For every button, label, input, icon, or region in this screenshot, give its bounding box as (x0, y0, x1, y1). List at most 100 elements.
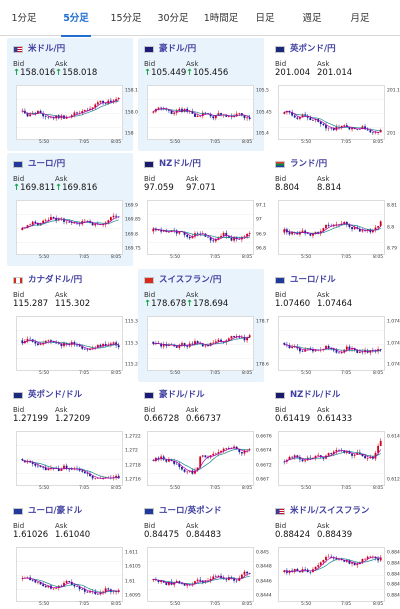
candle-body (358, 129, 361, 130)
pair-title-link[interactable]: スイスフラン/円 (159, 275, 222, 285)
mini-candlestick-chart[interactable] (16, 316, 124, 371)
bid-label: Bid (144, 406, 156, 414)
chart-svg (148, 330, 255, 359)
ask-label: Ask (317, 406, 330, 414)
pair-title-link[interactable]: ユーロ/ドル (290, 275, 336, 285)
candle-body (60, 343, 63, 347)
tab-1[interactable]: 5分足 (55, 0, 97, 37)
pair-title-link[interactable]: 豪ドル/円 (159, 44, 197, 54)
mini-candlestick-chart[interactable] (147, 316, 255, 371)
tab-4[interactable]: 1時間足 (203, 13, 239, 24)
candle-body (212, 453, 215, 456)
candle-body (371, 132, 374, 133)
candle-body (52, 216, 55, 219)
candle-body (173, 460, 176, 464)
pair-title-link[interactable]: 米ドル/スイスフラン (290, 506, 370, 516)
candle-body (199, 343, 202, 344)
chart-svg (279, 99, 386, 136)
mini-candlestick-chart[interactable] (278, 316, 386, 371)
candle-body (196, 579, 199, 582)
mini-candlestick-chart[interactable] (16, 547, 124, 602)
pair-title-link[interactable]: NZドル/円 (159, 159, 201, 169)
candle-body (293, 568, 296, 572)
rate-card[interactable]: 英ポンド/ドル Bid Ask 1.27199 1.27209 1.2722 1.272 1.… (7, 384, 141, 497)
mini-candlestick-chart[interactable] (278, 200, 386, 255)
rate-card[interactable]: 米ドル/円 Bid Ask ↑158.016 ↑158.018 158.1 158.05 15… (7, 38, 141, 151)
ask-label: Ask (55, 291, 68, 299)
mini-candlestick-chart[interactable] (147, 85, 255, 140)
mini-candlestick-chart[interactable] (147, 200, 255, 255)
tab-2[interactable]: 15分足 (110, 13, 142, 24)
pair-title-link[interactable]: ユーロ/英ポンド (159, 506, 222, 516)
y-tick-label: 8.8 (387, 225, 395, 230)
candle-body (351, 453, 353, 456)
rate-card[interactable]: ユーロ/英ポンド Bid Ask 0.84475 0.84483 0.845 0.8448 0… (138, 500, 272, 609)
rate-card[interactable]: カナダドル/円 Bid Ask 115.287 115.302 115.35 115.3 11… (7, 269, 141, 382)
rate-card[interactable]: 豪ドル/ドル Bid Ask 0.66728 0.66737 0.6676 0.6674 0.… (138, 384, 272, 497)
candle-body (304, 460, 307, 462)
pair-title-link[interactable]: 米ドル/円 (28, 44, 66, 54)
tab-5[interactable]: 日足 (255, 13, 275, 24)
rate-card[interactable]: ユーロ/豪ドル Bid Ask 1.61026 1.61040 1.611 1.6105 1.… (7, 500, 141, 609)
candle-body (37, 581, 39, 583)
tab-6[interactable]: 週足 (302, 13, 322, 24)
mini-candlestick-chart[interactable] (16, 85, 124, 140)
au-us-flag-icon (144, 392, 154, 399)
rate-card[interactable]: ランド/円 Bid Ask 8.804 8.814 8.81 8.8 8.79 5:50 7:05… (269, 153, 397, 266)
candle-body (157, 229, 160, 231)
y-tick-label: 178.7 (256, 319, 269, 325)
mini-candlestick-chart[interactable] (16, 431, 124, 486)
mini-candlestick-chart[interactable] (147, 547, 255, 602)
candle-body (86, 220, 89, 222)
chart-svg (279, 554, 386, 590)
candle-body (345, 125, 348, 127)
x-tick-label: 5:50 (38, 602, 50, 607)
candle-body (157, 107, 160, 109)
candle-body (94, 223, 97, 226)
tab-7[interactable]: 月足 (350, 13, 370, 24)
x-tick-label: 8:05 (372, 602, 384, 607)
y-tick-label: 97 (256, 217, 262, 223)
pair-title-link[interactable]: ランド/円 (290, 159, 328, 169)
rate-card[interactable]: 豪ドル/円 Bid Ask ↑105.449 ↑105.456 105.5 105.45 10… (138, 38, 272, 151)
rate-card[interactable]: ユーロ/ドルBidAsk1.074601.074641.07481.07461.… (269, 269, 400, 382)
mini-candlestick-chart[interactable] (278, 431, 386, 486)
y-axis-labels: 105.5 105.45 105.4 (255, 85, 277, 140)
rate-card[interactable]: スイスフラン/円 Bid Ask ↑178.678 ↑178.694 178.7 178.6… (138, 269, 269, 382)
candle-body (335, 224, 338, 225)
rate-card[interactable]: NZドル/円 Bid Ask 97.059 97.071 97.1 97 96.9 96.8 5:… (138, 153, 266, 266)
rate-card[interactable]: NZドル/ドル Bid Ask 0.61419 0.61433 0.614 0.612 5:5… (269, 384, 400, 497)
pair-title-link[interactable]: カナダドル/円 (28, 275, 83, 285)
candle-body (196, 233, 199, 234)
candle-body (57, 468, 60, 471)
pair-title-link[interactable]: NZドル/ドル (290, 390, 341, 400)
candle-body (178, 581, 181, 584)
pair-title-link[interactable]: 英ポンド/ドル (28, 390, 83, 400)
mini-candlestick-chart[interactable] (278, 547, 386, 602)
y-tick-label: 0.6672 (256, 463, 272, 469)
rate-card[interactable]: 英ポンド/円 Bid Ask 201.004 201.014 201.1 201 5:50 7:… (269, 38, 400, 151)
chart-svg (148, 99, 255, 128)
candle-body (204, 580, 207, 583)
tab-3[interactable]: 30分足 (157, 13, 189, 24)
candle-body (99, 344, 102, 347)
x-tick-label: 5:50 (300, 602, 312, 607)
rate-card[interactable]: ユーロ/円 Bid Ask ↑169.811 ↑169.816 169.9 169.85 16… (7, 153, 141, 266)
x-tick-label: 5:50 (38, 140, 50, 145)
y-tick-label: 201 (387, 131, 396, 137)
mini-candlestick-chart[interactable] (147, 431, 255, 486)
bid-value: 1.07460 (275, 299, 310, 309)
pair-title-link[interactable]: ユーロ/円 (28, 159, 66, 169)
candle-body (201, 455, 204, 457)
mini-candlestick-chart[interactable] (16, 200, 124, 255)
chart-svg (148, 444, 255, 475)
candle-body (115, 215, 118, 217)
candle-body (348, 560, 351, 564)
pair-title-link[interactable]: 英ポンド/円 (290, 44, 336, 54)
mini-candlestick-chart[interactable] (278, 85, 386, 140)
rate-card[interactable]: 米ドル/スイスフランBidAsk0.884240.884390.88480.88… (269, 500, 400, 609)
pair-title-link[interactable]: 豪ドル/ドル (159, 390, 205, 400)
pair-title-link[interactable]: ユーロ/豪ドル (28, 506, 83, 516)
tab-0[interactable]: 1分足 (11, 13, 37, 24)
au-flag-icon (144, 46, 154, 53)
